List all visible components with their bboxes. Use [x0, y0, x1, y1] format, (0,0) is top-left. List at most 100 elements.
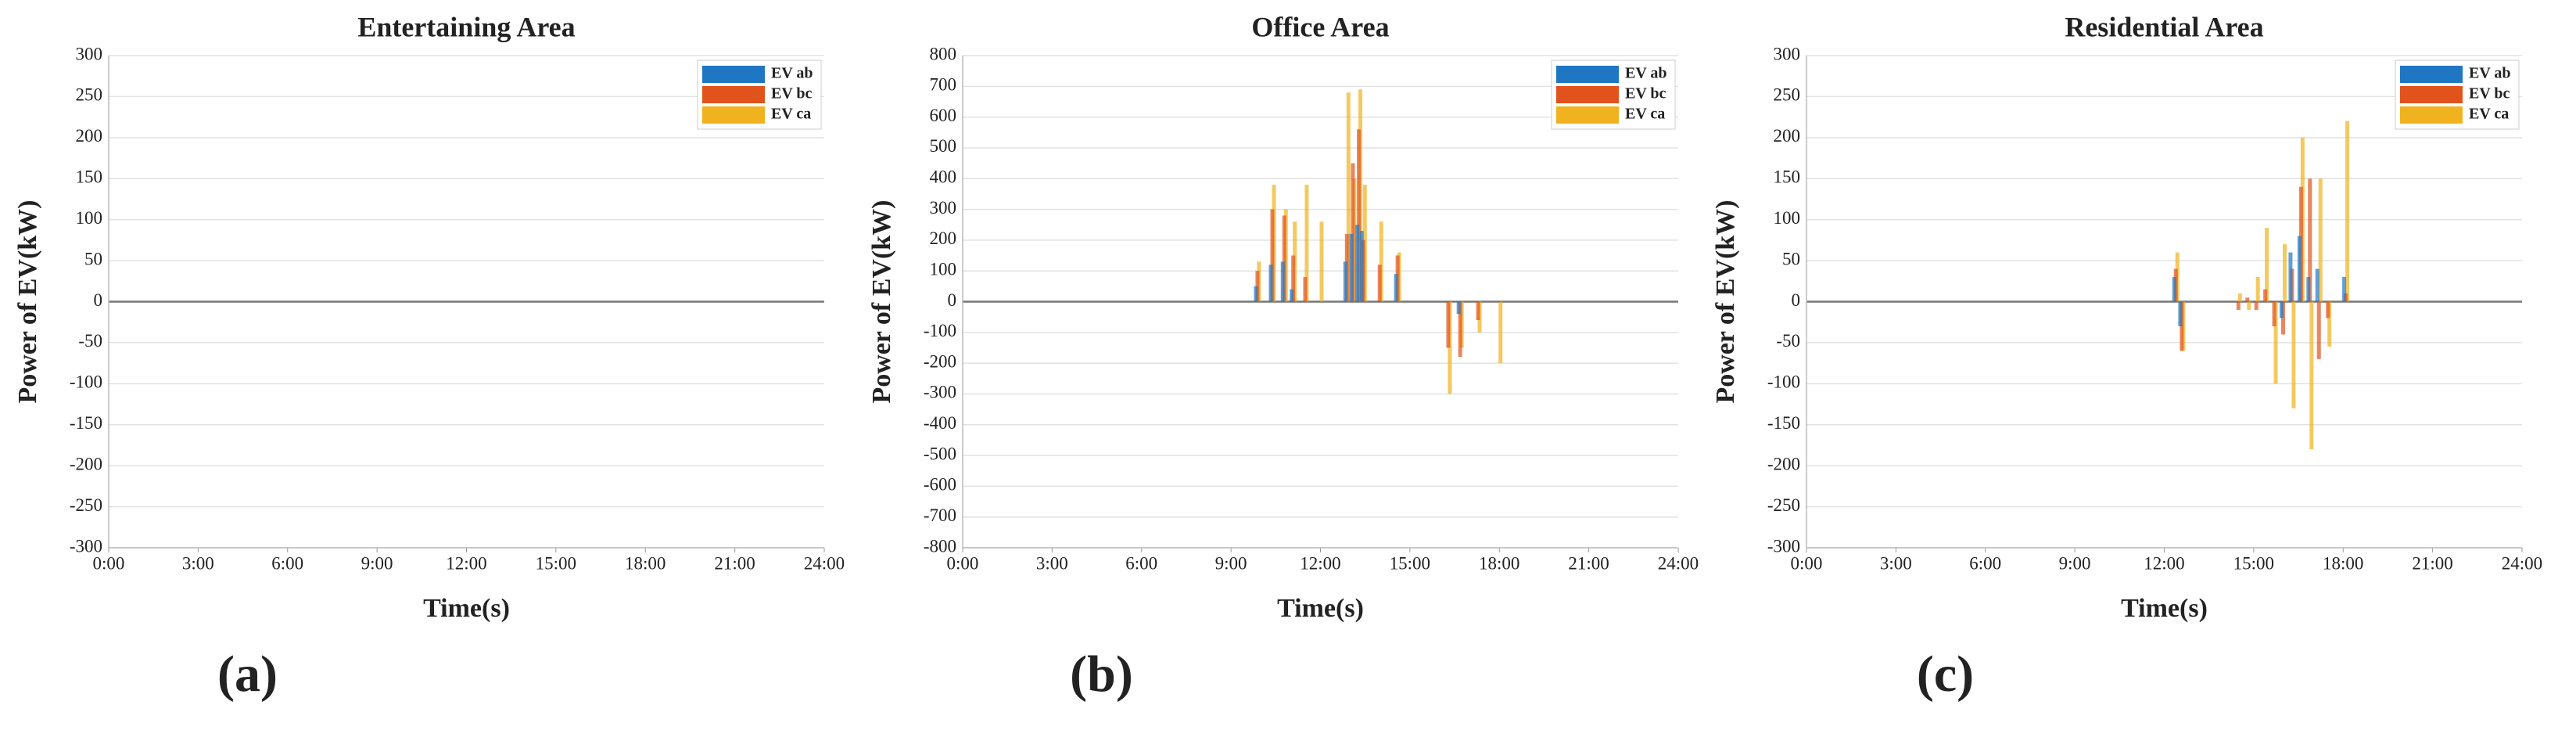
bar	[1446, 301, 1451, 348]
x-tick-label: 9:00	[2059, 553, 2091, 573]
legend-swatch	[2400, 66, 2463, 83]
x-axis-label: Time(s)	[2121, 594, 2208, 623]
bar	[1351, 163, 1355, 302]
y-tick-label: 150	[1774, 167, 1801, 187]
bar	[2172, 277, 2176, 302]
legend-swatch	[702, 106, 765, 124]
legend-label: EV bc	[2469, 85, 2510, 103]
y-tick-label: 200	[1774, 126, 1801, 146]
bar	[2309, 301, 2314, 450]
chart-panel: Entertaining Area -300 -250 -200 -150 -100 -50…	[13, 11, 845, 703]
bar	[1291, 255, 1296, 302]
bar	[2324, 301, 2329, 302]
y-tick-label: 250	[1774, 85, 1801, 105]
y-tick-label: -700	[924, 506, 956, 525]
legend-label: EV ab	[1625, 65, 1667, 82]
chart-panel: Residential Area -300 -250 -200 -150 -100 -50 0…	[1711, 11, 2542, 703]
x-tick-label: 12:00	[446, 553, 486, 573]
bar	[2280, 301, 2284, 318]
x-tick-label: 6:00	[271, 553, 303, 573]
y-tick-label: -100	[70, 372, 102, 392]
y-tick-label: -500	[924, 444, 956, 463]
y-tick-label: 150	[76, 167, 103, 187]
x-axis-label: Time(s)	[1277, 594, 1364, 623]
y-tick-label: -800	[924, 536, 956, 556]
legend-label: EV ab	[2469, 65, 2511, 82]
bar	[1394, 274, 1398, 302]
y-tick-label: 200	[76, 126, 103, 146]
bar	[1319, 221, 1324, 302]
bar	[1355, 225, 1360, 302]
panel-label: (b)	[1070, 646, 1133, 703]
y-tick-label: 250	[76, 85, 103, 105]
bar	[2255, 277, 2260, 302]
legend-swatch	[1556, 66, 1619, 83]
x-tick-label: 6:00	[1125, 553, 1157, 573]
x-tick-label: 15:00	[2233, 553, 2274, 573]
bar	[2297, 236, 2302, 302]
bar	[2316, 301, 2321, 359]
bar	[1474, 301, 1479, 302]
y-tick-label: 50	[1782, 249, 1800, 268]
panel-label: (a)	[217, 646, 278, 703]
y-axis-label: Power of EV(kW)	[867, 200, 896, 404]
bar	[1349, 234, 1354, 302]
x-tick-label: 18:00	[625, 553, 666, 573]
bar	[1254, 286, 1258, 302]
bar	[2254, 301, 2258, 310]
y-tick-label: 400	[930, 167, 957, 187]
y-tick-label: 700	[930, 75, 957, 95]
y-tick-label: 100	[1774, 208, 1801, 228]
y-axis-label: Power of EV(kW)	[1711, 200, 1740, 404]
legend-label: EV bc	[771, 85, 813, 103]
x-tick-label: 12:00	[1300, 553, 1340, 573]
bar	[2270, 301, 2275, 302]
y-tick-label: -50	[78, 331, 102, 351]
bar	[1280, 261, 1285, 302]
bar	[2262, 301, 2266, 302]
legend-swatch	[1556, 106, 1619, 124]
x-tick-label: 18:00	[1479, 553, 1519, 573]
panel-label: (c)	[1917, 646, 1974, 703]
bar	[1458, 301, 1462, 358]
bar	[1270, 209, 1275, 302]
y-tick-label: -600	[924, 475, 956, 495]
legend-label: EV ca	[2469, 106, 2509, 123]
y-tick-label: 100	[930, 259, 957, 279]
x-tick-label: 9:00	[1215, 553, 1247, 573]
y-tick-label: -250	[1767, 495, 1800, 515]
bar	[2283, 244, 2287, 302]
bar	[1495, 301, 1500, 302]
y-axis-label: Power of EV(kW)	[13, 200, 42, 404]
bar	[2291, 301, 2296, 408]
bar	[2247, 301, 2251, 310]
y-tick-label: -200	[1767, 454, 1800, 473]
y-tick-label: -300	[924, 383, 956, 402]
bar	[1268, 264, 1273, 302]
legend-swatch	[702, 86, 765, 103]
bar	[2245, 297, 2250, 302]
bar	[1476, 301, 1480, 321]
bar	[1303, 277, 1308, 302]
x-tick-label: 3:00	[1880, 553, 1912, 573]
bar	[2326, 301, 2330, 318]
bar	[2234, 301, 2239, 302]
y-tick-label: 300	[930, 198, 957, 218]
bar	[2288, 252, 2293, 302]
bar	[2327, 301, 2332, 347]
bar	[1304, 185, 1309, 302]
legend-swatch	[702, 66, 765, 83]
y-tick-label: -400	[924, 413, 956, 433]
x-tick-label: 24:00	[2502, 553, 2542, 573]
y-tick-label: 200	[930, 228, 957, 248]
x-tick-label: 21:00	[1568, 553, 1609, 573]
y-tick-label: -200	[70, 454, 102, 473]
bar	[2252, 301, 2257, 302]
bar	[2236, 301, 2241, 310]
bar	[2315, 268, 2319, 302]
x-tick-label: 15:00	[1390, 553, 1430, 573]
bar	[1290, 289, 1294, 302]
bar	[2342, 277, 2347, 302]
y-tick-label: -150	[70, 413, 102, 433]
bar	[2265, 228, 2269, 302]
